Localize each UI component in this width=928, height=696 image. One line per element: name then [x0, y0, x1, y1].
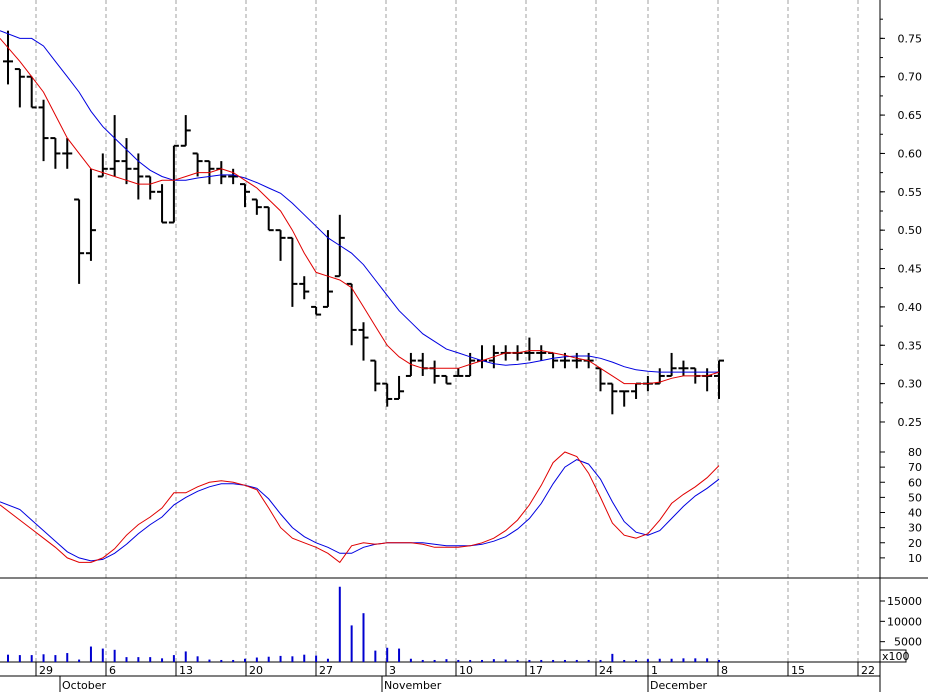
oscillator-slow-line: [0, 459, 720, 562]
oscillator-axis-tick-label-2: 60: [908, 476, 922, 489]
price-ma-slow-line: [0, 30, 719, 373]
volume-unit-label: x100: [882, 650, 910, 663]
x-day-label-3: 20: [249, 664, 263, 677]
price-axis-tick-label-6: 0.45: [898, 263, 923, 276]
price-axis-tick-label-0: 0.75: [898, 32, 923, 45]
price-axis-tick-label-5: 0.50: [898, 224, 923, 237]
oscillator-axis-tick-label-1: 70: [908, 461, 922, 474]
price-panel: [0, 30, 724, 415]
oscillator-axis-tick-label-3: 50: [908, 491, 922, 504]
x-day-label-9: 1: [651, 664, 658, 677]
price-axis-tick-label-3: 0.60: [898, 147, 923, 160]
price-axis-tick-label-1: 0.70: [898, 71, 923, 84]
oscillator-panel: [0, 451, 720, 564]
oscillator-axis-tick-label-6: 20: [908, 537, 922, 550]
axis-labels: 0.75 0.70 0.65 0.60 0.55 0.50 0.45 0.40 0.35 0.30…: [35, 18, 923, 692]
x-month-label-2: December: [650, 679, 708, 692]
price-ma-fast-line: [0, 38, 720, 385]
oscillator-fast-line: [0, 451, 720, 564]
oscillator-axis-tick-label-5: 30: [908, 522, 922, 535]
price-axis-tick-label-7: 0.40: [898, 301, 923, 314]
x-month-label-0: October: [62, 679, 106, 692]
volume-unit-box: [879, 649, 907, 663]
price-axis-tick-label-10: 0.25: [898, 416, 923, 429]
x-month-label-1: November: [384, 679, 442, 692]
oscillator-axis-tick-label-7: 10: [908, 552, 922, 565]
x-day-label-8: 24: [599, 664, 613, 677]
x-day-label-1: 6: [109, 664, 116, 677]
x-day-label-0: 29: [39, 664, 53, 677]
x-day-label-6: 10: [459, 664, 473, 677]
x-day-label-2: 13: [179, 664, 193, 677]
x-day-label-11: 15: [791, 664, 805, 677]
vertical-gridlines: [35, 0, 859, 662]
x-day-label-5: 3: [389, 664, 396, 677]
x-day-label-4: 27: [319, 664, 333, 677]
volume-axis-tick-label-1: 10000: [887, 615, 922, 628]
x-day-label-7: 17: [529, 664, 543, 677]
price-axis-tick-label-4: 0.55: [898, 186, 923, 199]
oscillator-axis-tick-label-0: 80: [908, 446, 922, 459]
volume-panel: [7, 586, 720, 662]
oscillator-axis-tick-label-4: 40: [908, 507, 922, 520]
x-day-label-12: 22: [861, 664, 875, 677]
volume-axis-tick-label-2: 5000: [894, 636, 922, 649]
price-axis-tick-label-8: 0.35: [898, 339, 923, 352]
volume-axis-tick-label-0: 15000: [887, 595, 922, 608]
price-axis-tick-label-2: 0.65: [898, 109, 923, 122]
x-day-label-10: 8: [721, 664, 728, 677]
price-axis-tick-label-9: 0.30: [898, 378, 923, 391]
